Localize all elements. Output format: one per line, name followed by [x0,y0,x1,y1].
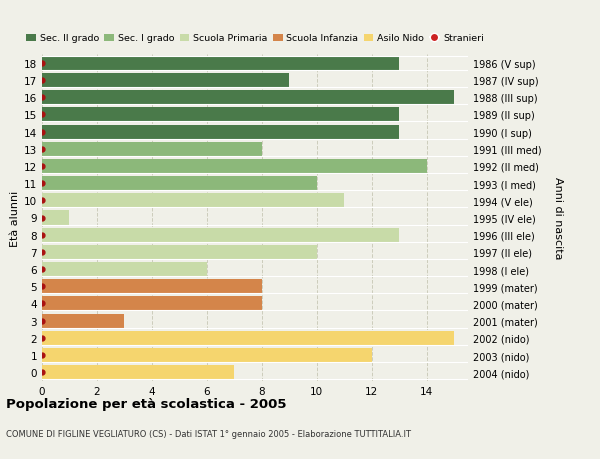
Legend: Sec. II grado, Sec. I grado, Scuola Primaria, Scuola Infanzia, Asilo Nido, Stran: Sec. II grado, Sec. I grado, Scuola Prim… [23,31,487,47]
Bar [42,142,262,157]
Bar [42,365,235,380]
Bar [42,297,262,311]
Bar [42,228,399,242]
Bar [42,194,344,208]
Bar [42,314,124,328]
Bar [42,74,289,88]
Bar [42,348,372,362]
Bar [42,91,454,105]
Bar [42,245,317,259]
Bar [42,280,262,294]
Bar [42,160,427,174]
Bar [42,125,399,139]
Bar [42,108,399,122]
Bar [42,177,317,191]
Bar [42,263,207,276]
Y-axis label: Anni di nascita: Anni di nascita [553,177,563,259]
Bar [42,211,70,225]
Y-axis label: Età alunni: Età alunni [10,190,20,246]
Text: COMUNE DI FIGLINE VEGLIATURO (CS) - Dati ISTAT 1° gennaio 2005 - Elaborazione TU: COMUNE DI FIGLINE VEGLIATURO (CS) - Dati… [6,429,411,438]
Bar [42,331,454,345]
Text: Popolazione per età scolastica - 2005: Popolazione per età scolastica - 2005 [6,397,287,410]
Bar [42,56,399,71]
